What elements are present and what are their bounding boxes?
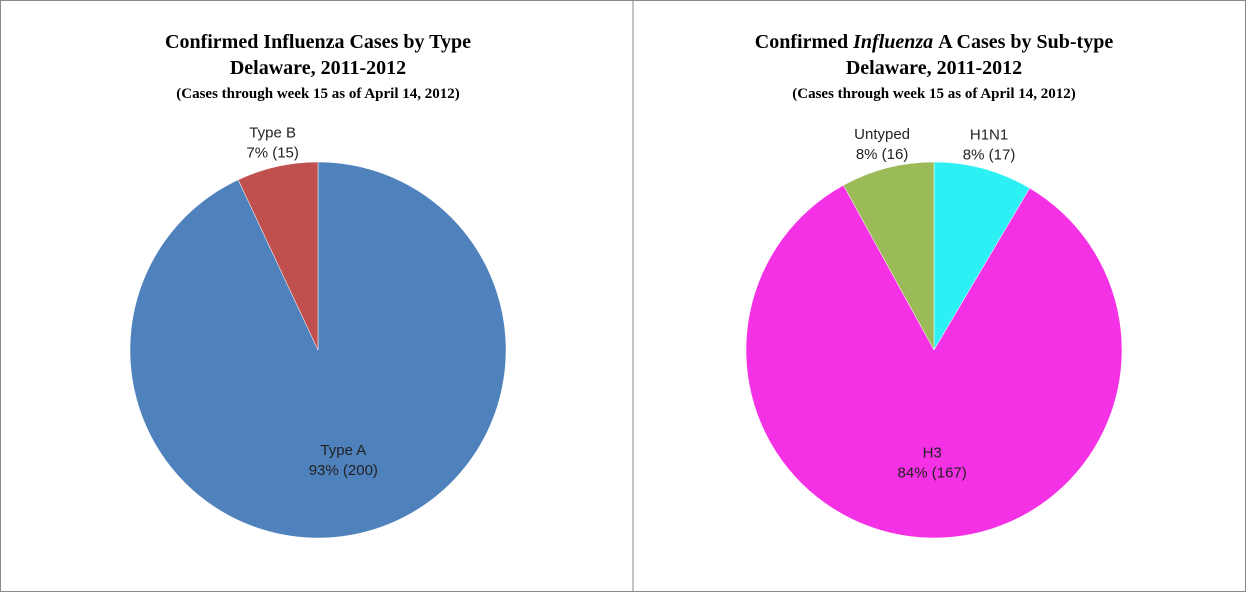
- chart-subtitle: Delaware, 2011-2012: [230, 57, 406, 79]
- pie-slice: [933, 161, 1031, 351]
- slice-label: 84% (167): [898, 465, 967, 482]
- pie-slice: [745, 184, 1123, 539]
- slice-name: Untyped: [854, 126, 910, 143]
- title-part: Influenza: [852, 31, 933, 53]
- chart-note: (Cases through week 15 as of April 14, 2…: [176, 86, 459, 102]
- title-part: Confirmed Influenza Cases by Type: [165, 31, 471, 53]
- slice-name: H3: [923, 445, 942, 462]
- slice-label: 7% (15): [246, 144, 299, 161]
- slice-name: Type A: [320, 442, 366, 459]
- pie-slice: [237, 161, 319, 351]
- chart-note: (Cases through week 15 as of April 14, 2…: [792, 86, 1075, 102]
- chart-title: Confirmed Influenza A Cases by Sub-type: [755, 31, 1114, 53]
- slice-label: 8% (17): [963, 147, 1016, 164]
- pie-slice: [843, 161, 935, 351]
- title-part: Confirmed: [755, 31, 848, 53]
- chart-title: Confirmed Influenza Cases by Type: [165, 31, 471, 53]
- slice-label: 93% (200): [309, 462, 378, 479]
- slice-name: Type B: [249, 124, 296, 141]
- chart-subtitle: Delaware, 2011-2012: [846, 57, 1022, 79]
- slice-label: 8% (16): [856, 146, 909, 163]
- slice-name: H1N1: [970, 127, 1008, 144]
- title-part: A Cases by Sub-type: [938, 31, 1113, 53]
